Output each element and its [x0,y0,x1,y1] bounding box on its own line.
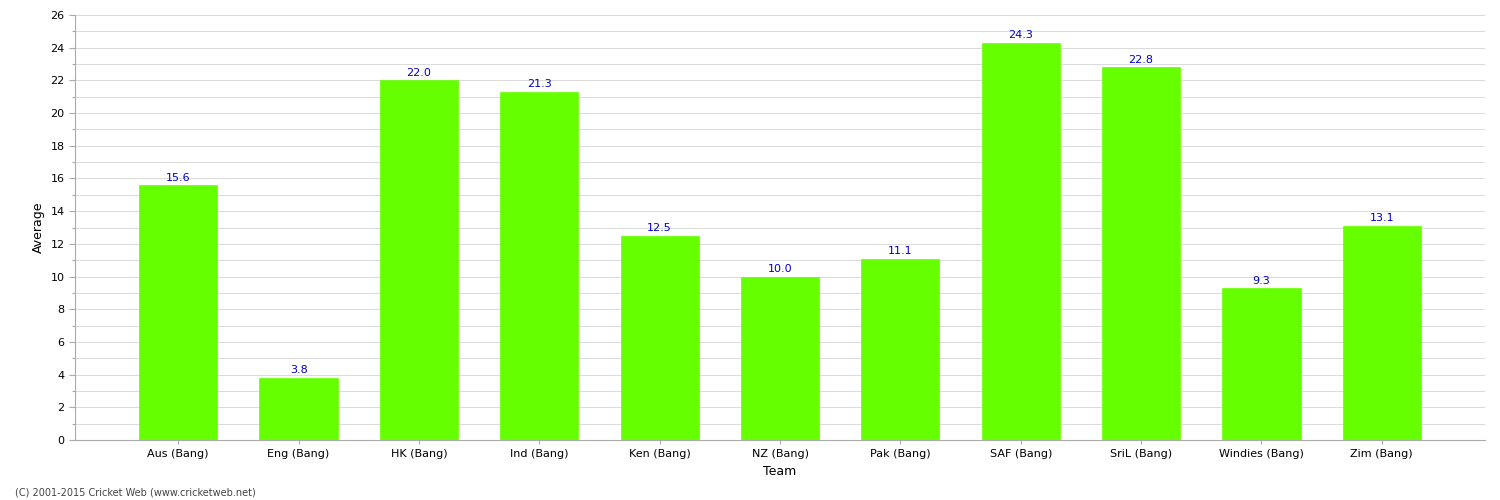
Bar [741,276,819,440]
Text: 3.8: 3.8 [290,366,308,376]
Bar [380,80,458,440]
Text: 22.0: 22.0 [406,68,432,78]
Text: 9.3: 9.3 [1252,276,1270,285]
Bar [140,185,218,440]
Bar [1222,288,1300,440]
Text: 11.1: 11.1 [888,246,912,256]
Text: 13.1: 13.1 [1370,214,1394,224]
Text: 24.3: 24.3 [1008,30,1034,40]
Text: 15.6: 15.6 [166,172,190,182]
Bar [981,43,1060,440]
Bar [1102,68,1180,440]
X-axis label: Team: Team [764,464,796,477]
Bar [500,92,579,440]
Text: 21.3: 21.3 [526,80,552,90]
Text: 22.8: 22.8 [1128,55,1154,65]
Bar [861,258,939,440]
Text: (C) 2001-2015 Cricket Web (www.cricketweb.net): (C) 2001-2015 Cricket Web (www.cricketwe… [15,488,255,498]
Text: 10.0: 10.0 [768,264,792,274]
Y-axis label: Average: Average [32,202,45,253]
Bar [621,236,699,440]
Bar [260,378,338,440]
Bar [1342,226,1420,440]
Text: 12.5: 12.5 [648,223,672,233]
